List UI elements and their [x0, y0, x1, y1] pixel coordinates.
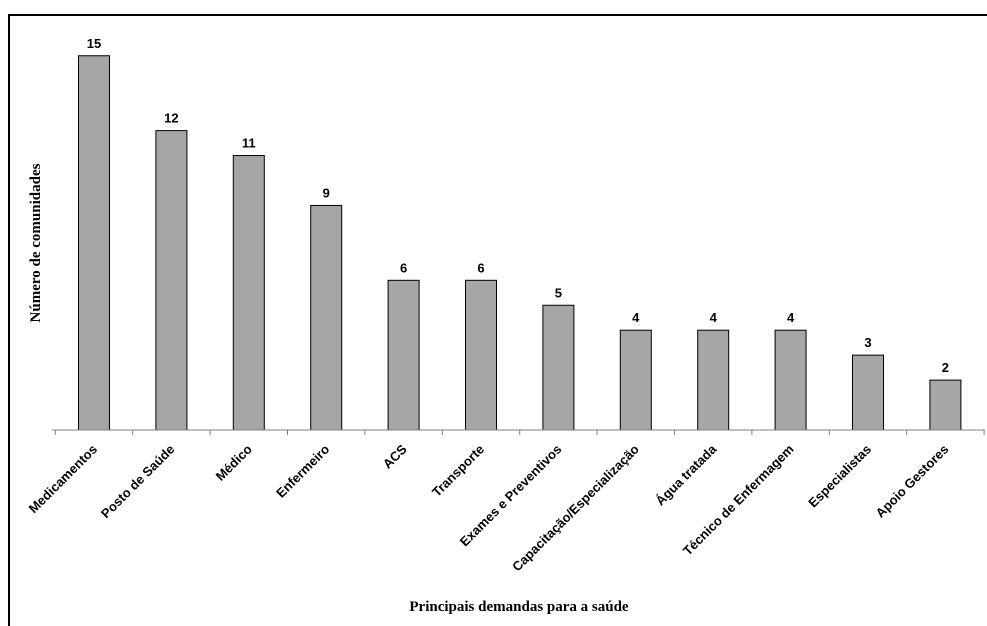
value-label-especialistas: 3 [864, 335, 871, 350]
bar-especialistas [852, 354, 884, 431]
value-label-posto-de-saude: 12 [164, 111, 178, 126]
category-label-medicamentos: Medicamentos [26, 442, 100, 516]
value-label-medicamentos: 15 [87, 36, 101, 51]
value-label-capacitacao-especializacao: 4 [632, 310, 640, 325]
bar-exames-e-preventivos [542, 304, 575, 431]
category-label-agua-tratada: Água tratada [653, 441, 720, 508]
value-label-medico: 11 [242, 136, 256, 151]
category-label-apoio-gestores: Apoio Gestores [872, 442, 951, 521]
value-label-tecnico-de-enfermagem: 4 [787, 310, 795, 325]
value-label-transporte: 6 [477, 260, 484, 275]
category-label-medico: Médico [213, 441, 255, 483]
bar-transporte [465, 279, 497, 431]
bar-enfermeiro [310, 204, 343, 431]
category-label-capacitacao-especializacao: Capacitação/Especialização [509, 441, 642, 574]
value-labels-group: 15 12 11 9 6 6 5 4 4 4 3 2 [87, 36, 949, 375]
value-label-exames-e-preventivos: 5 [555, 285, 562, 300]
x-axis-title: Principais demandas para a saúde [409, 599, 629, 615]
bar-tecnico-de-enfermagem [774, 329, 807, 431]
bar-agua-tratada [697, 329, 730, 431]
bar-apoio-gestores [929, 379, 962, 431]
category-label-transporte: Transporte [429, 442, 487, 500]
value-label-apoio-gestores: 2 [942, 360, 949, 375]
value-label-enfermeiro: 9 [323, 185, 330, 200]
x-ticks-group [54, 430, 985, 435]
category-label-acs: ACS [380, 441, 410, 471]
category-label-enfermeiro: Enfermeiro [273, 441, 332, 500]
bar-posto-de-saude [155, 130, 188, 431]
value-label-acs: 6 [400, 260, 407, 275]
bars-group [78, 55, 962, 431]
category-label-especialistas: Especialistas [805, 442, 874, 511]
chart-frame [8, 14, 987, 626]
bar-capacitacao-especializacao [619, 329, 652, 431]
bar-medico [232, 155, 265, 431]
value-label-agua-tratada: 4 [710, 310, 718, 325]
bar-medicamentos [78, 55, 110, 431]
bar-acs [387, 279, 420, 431]
category-label-posto-de-saude: Posto de Saúde [98, 442, 178, 522]
y-axis-title: Número de comunidades [28, 163, 44, 322]
